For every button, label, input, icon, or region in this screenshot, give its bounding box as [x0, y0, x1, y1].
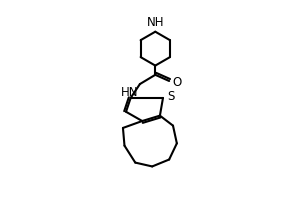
Text: O: O [172, 76, 182, 89]
Text: S: S [167, 90, 174, 103]
Text: NH: NH [146, 16, 164, 29]
Text: HN: HN [121, 86, 138, 99]
